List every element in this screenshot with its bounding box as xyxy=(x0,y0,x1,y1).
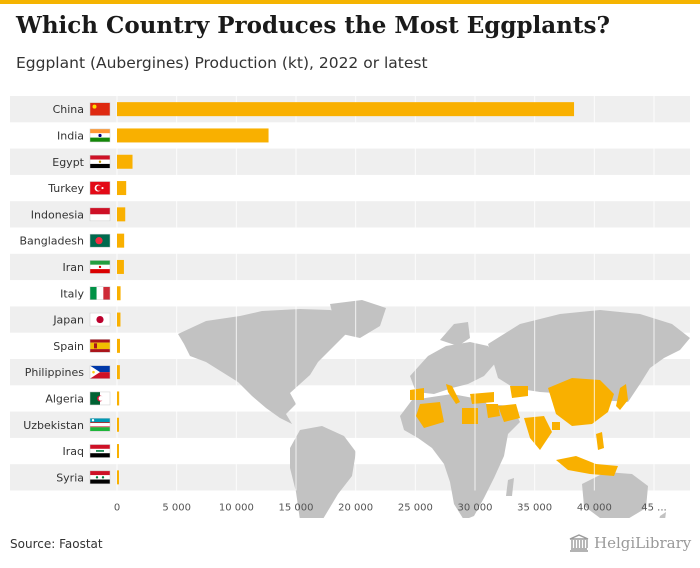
japan-flag-icon xyxy=(89,312,111,327)
bar-uzbekistan xyxy=(117,417,120,432)
x-tick-label: 40 000 xyxy=(577,503,612,514)
china-flag-icon xyxy=(89,102,111,116)
bangladesh-flag-icon xyxy=(89,233,111,248)
page-title: Which Country Produces the Most Eggplant… xyxy=(16,12,610,39)
category-label-iraq: Iraq xyxy=(63,445,85,458)
logo-brand-text: HelgiLibrary xyxy=(594,534,692,552)
category-label-egypt: Egypt xyxy=(52,156,84,169)
row-stripe xyxy=(10,201,690,228)
category-label-algeria: Algeria xyxy=(45,392,84,405)
iran-highlight-shape xyxy=(498,404,520,422)
page-subtitle: Eggplant (Aubergines) Production (kt), 2… xyxy=(16,54,428,72)
category-label-syria: Syria xyxy=(56,471,84,484)
x-tick-label: 45 ... xyxy=(641,503,666,514)
x-tick-label: 25 000 xyxy=(398,503,433,514)
category-label-bangladesh: Bangladesh xyxy=(20,235,85,248)
bar-india xyxy=(117,128,269,143)
bar-philippines xyxy=(117,365,120,380)
italy-highlight-shape xyxy=(446,384,460,404)
world-map xyxy=(178,300,690,518)
library-columns-icon xyxy=(569,534,589,552)
iran-flag-icon xyxy=(89,260,111,274)
algeria-flag-icon xyxy=(89,391,111,406)
spain-flag-icon xyxy=(89,339,111,353)
syria-flag-icon xyxy=(89,470,111,485)
bar-bangladesh xyxy=(117,233,125,248)
philippines-flag-icon xyxy=(89,365,111,379)
category-label-iran: Iran xyxy=(63,261,85,274)
india-highlight-shape xyxy=(524,416,552,450)
bar-chart: 0 5 000 10 000 15 000 20 000 25 000 30 000 35 0… xyxy=(10,96,690,518)
x-tick-label: 5 000 xyxy=(162,503,191,514)
bar-iran xyxy=(117,259,124,274)
bar-syria xyxy=(117,470,119,485)
australia-shape xyxy=(582,472,648,518)
bar-italy xyxy=(117,286,121,301)
greenland-shape xyxy=(330,300,386,338)
spain-highlight-shape xyxy=(410,388,424,400)
bar-iraq xyxy=(117,444,119,459)
category-label-turkey: Turkey xyxy=(47,182,84,195)
indonesia-highlight-shape xyxy=(556,456,618,476)
top-accent-bar xyxy=(0,0,700,4)
south-america-shape xyxy=(290,426,356,518)
x-tick-label: 20 000 xyxy=(338,503,373,514)
bar-spain xyxy=(117,338,120,353)
russia-asia-shape xyxy=(488,310,690,402)
bar-algeria xyxy=(117,391,120,406)
uzbekistan-flag-icon xyxy=(89,418,111,432)
category-label-italy: Italy xyxy=(60,287,84,300)
category-label-india: India xyxy=(57,129,84,142)
new-zealand-shape xyxy=(659,512,666,518)
x-tick-label: 15 000 xyxy=(279,503,314,514)
category-label-china: China xyxy=(53,103,84,116)
row-stripe xyxy=(10,253,690,281)
category-label-philippines: Philippines xyxy=(25,366,85,379)
turkey-highlight-shape xyxy=(470,392,494,404)
north-america-shape xyxy=(178,309,352,424)
bar-egypt xyxy=(117,154,133,169)
indonesia-flag-icon xyxy=(89,207,111,222)
egypt-flag-icon xyxy=(89,155,111,169)
bar-turkey xyxy=(117,181,127,196)
category-label-indonesia: Indonesia xyxy=(31,208,84,221)
x-tick-label: 10 000 xyxy=(219,503,254,514)
china-highlight-shape xyxy=(548,378,614,426)
philippines-highlight-shape xyxy=(596,432,604,450)
syria-iraq-highlight-shape xyxy=(486,404,500,418)
madagascar-shape xyxy=(506,478,514,496)
bar-china xyxy=(117,102,575,117)
italy-flag-icon xyxy=(89,286,111,300)
helgi-library-logo[interactable]: HelgiLibrary xyxy=(568,534,691,552)
x-tick-label: 30 000 xyxy=(458,503,493,514)
category-label-uzbekistan: Uzbekistan xyxy=(23,419,84,432)
bar-japan xyxy=(117,312,121,327)
uzbekistan-highlight-shape xyxy=(510,386,528,398)
scandinavia-shape xyxy=(440,322,470,346)
egypt-highlight-shape xyxy=(462,408,478,424)
category-label-spain: Spain xyxy=(53,340,84,353)
row-stripe xyxy=(10,148,690,175)
algeria-highlight-shape xyxy=(416,402,444,428)
x-tick-label: 35 000 xyxy=(517,503,552,514)
source-note: Source: Faostat xyxy=(10,537,103,551)
turkey-flag-icon xyxy=(89,181,111,195)
x-tick-label: 0 xyxy=(114,503,120,514)
india-flag-icon xyxy=(89,128,111,143)
japan-highlight-shape xyxy=(616,384,628,410)
iraq-flag-icon xyxy=(89,444,111,458)
europe-shape xyxy=(410,342,498,394)
bangladesh-highlight-shape xyxy=(552,422,560,430)
bar-indonesia xyxy=(117,207,126,222)
category-label-japan: Japan xyxy=(52,314,84,327)
